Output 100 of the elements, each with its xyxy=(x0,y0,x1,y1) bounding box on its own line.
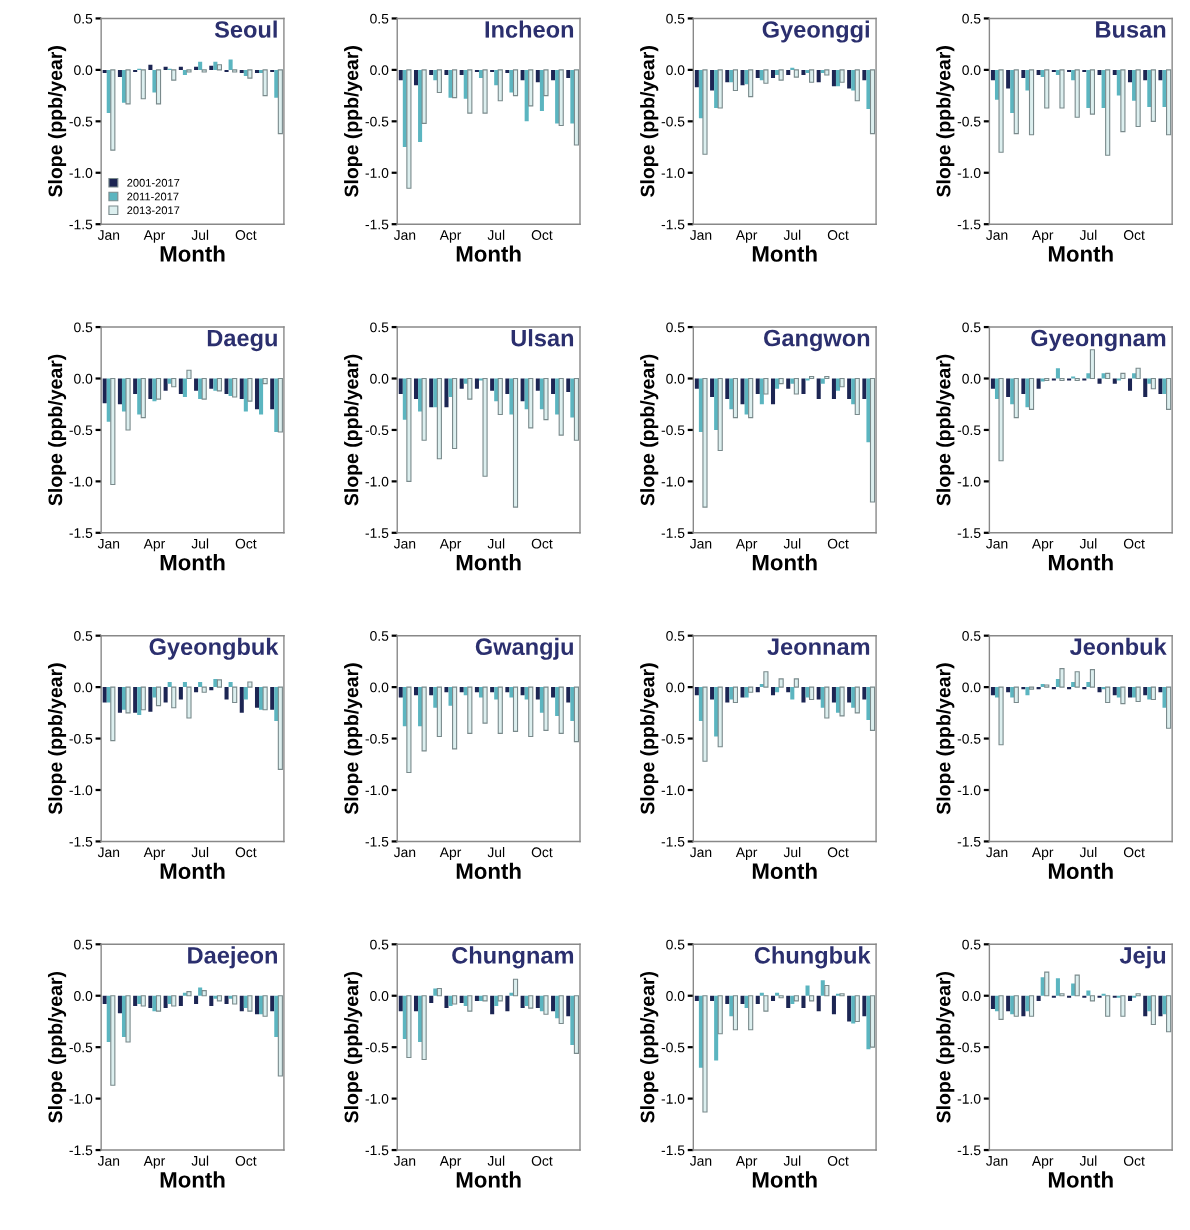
bar xyxy=(755,995,760,1004)
bar xyxy=(1135,367,1141,380)
x-axis-title: Month xyxy=(1048,554,1113,571)
bar xyxy=(778,678,784,688)
bar xyxy=(748,686,754,693)
bar xyxy=(854,686,860,714)
bar xyxy=(558,995,564,1025)
x-axis-title: Month xyxy=(456,245,521,262)
bar xyxy=(1158,687,1163,693)
bar xyxy=(1166,686,1172,729)
bar xyxy=(1006,378,1011,398)
bar xyxy=(1127,687,1133,698)
bar xyxy=(866,995,871,1050)
chart-title: Busan xyxy=(1096,21,1166,38)
bar xyxy=(714,995,719,1061)
bar xyxy=(729,995,734,1017)
bar xyxy=(490,995,495,1015)
bar xyxy=(1120,686,1126,705)
bar xyxy=(573,995,580,1054)
bar xyxy=(1013,377,1019,419)
bar xyxy=(732,995,739,1031)
bar xyxy=(1143,378,1148,398)
bar xyxy=(702,686,708,762)
bar xyxy=(1006,687,1011,693)
x-axis-title: Month xyxy=(160,554,225,571)
y-axis-title: Slope (ppb/year) xyxy=(47,663,67,815)
bar xyxy=(467,995,473,1012)
bar xyxy=(786,995,791,1009)
bar xyxy=(809,686,815,701)
x-axis-title: Month xyxy=(1048,862,1113,880)
bar xyxy=(1089,995,1096,1002)
chart-title: Gwangju xyxy=(475,637,573,660)
bar xyxy=(763,671,769,688)
bar xyxy=(566,995,571,1017)
chart-title: Daegu xyxy=(207,329,277,352)
x-axis-title: Month xyxy=(160,862,225,880)
bar xyxy=(862,995,867,1017)
bar xyxy=(998,686,1004,746)
bar xyxy=(1013,686,1019,704)
chart-title: Jeonnam xyxy=(767,638,870,656)
bar xyxy=(1055,368,1060,379)
bar xyxy=(1025,995,1030,1012)
bar xyxy=(1150,995,1156,1026)
bar xyxy=(512,978,519,997)
bar xyxy=(1120,995,1126,1017)
bar xyxy=(406,995,412,1059)
y-axis-title: Slope (ppb/year) xyxy=(936,46,955,197)
bar xyxy=(1105,372,1111,380)
x-axis-title: Month xyxy=(752,554,817,571)
bar xyxy=(1089,669,1096,688)
bar xyxy=(990,378,995,389)
bar xyxy=(717,995,723,1035)
bar xyxy=(1135,686,1141,703)
chart-title: Seoul xyxy=(214,20,277,38)
bar xyxy=(869,686,876,731)
bar xyxy=(824,984,830,997)
bar xyxy=(1071,983,1076,996)
chart-title: Gyeongnam xyxy=(1031,329,1166,352)
bar xyxy=(1071,681,1076,688)
bar xyxy=(1105,995,1111,1017)
bar xyxy=(801,995,806,1009)
bar xyxy=(831,687,836,703)
y-axis-title: Slope (ppb/year) xyxy=(640,971,659,1123)
bar xyxy=(429,995,434,1003)
bar xyxy=(1036,995,1041,1001)
x-axis-title: Month xyxy=(752,1171,817,1188)
bar xyxy=(809,995,815,1002)
bar xyxy=(398,995,403,1012)
bar xyxy=(543,995,549,1015)
x-axis-title: Month xyxy=(160,245,225,262)
bar xyxy=(1127,995,1133,1001)
bar xyxy=(1150,377,1156,390)
bar xyxy=(1166,995,1172,1033)
bar xyxy=(1028,377,1035,410)
chart-title: Jeonbuk xyxy=(1069,637,1167,656)
bar xyxy=(555,995,560,1019)
bar xyxy=(1021,378,1026,394)
bar xyxy=(494,995,499,1007)
bar xyxy=(1089,349,1096,380)
bar xyxy=(851,687,856,708)
y-axis-title: Slope (ppb/year) xyxy=(47,971,67,1123)
bar xyxy=(452,995,458,1005)
bar xyxy=(1074,974,1080,997)
bar xyxy=(1028,995,1035,1017)
bar xyxy=(1010,378,1015,405)
bar xyxy=(790,687,795,700)
bar xyxy=(505,995,510,1012)
bar xyxy=(714,687,719,737)
y-axis-title: Slope (ppb/year) xyxy=(640,663,659,815)
bar xyxy=(570,995,575,1046)
bar xyxy=(869,995,876,1048)
bar xyxy=(702,995,708,1113)
bar xyxy=(421,995,427,1061)
bar xyxy=(990,687,995,696)
bar xyxy=(816,687,821,700)
bar xyxy=(998,377,1004,462)
bar xyxy=(862,687,867,700)
chart-title: Gangwon xyxy=(764,329,870,352)
bar xyxy=(847,687,852,703)
bar xyxy=(1105,686,1111,704)
